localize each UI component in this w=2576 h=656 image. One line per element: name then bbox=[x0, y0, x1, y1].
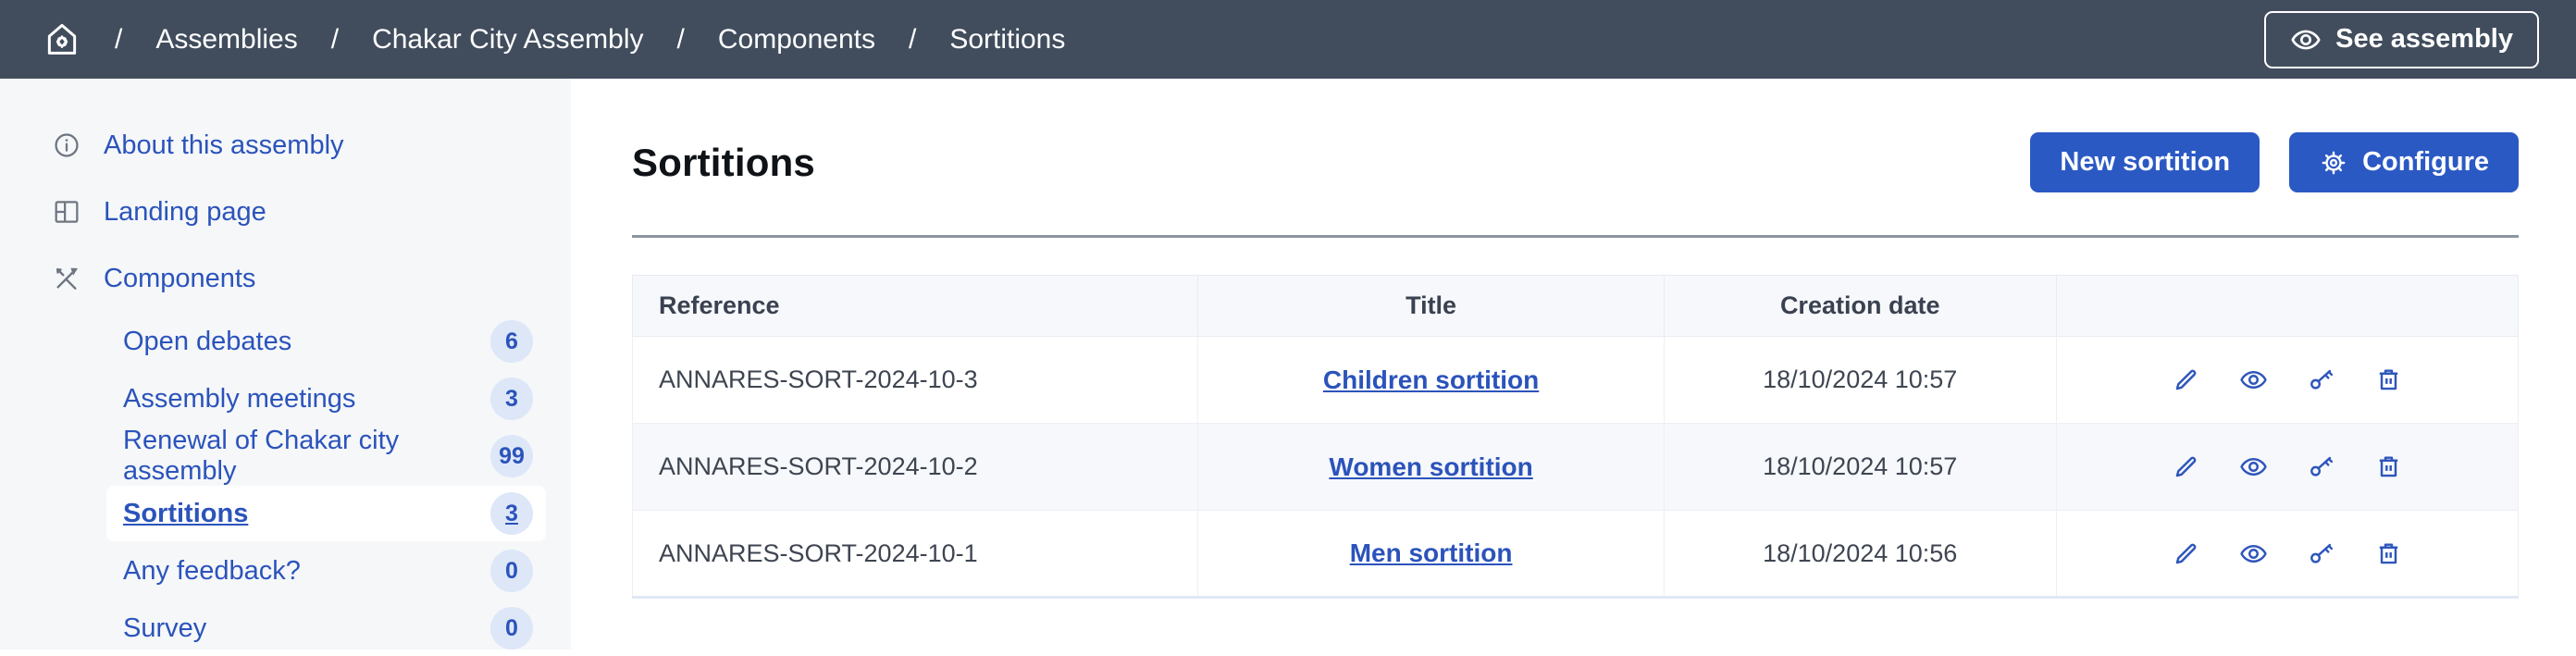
sidebar-item-label: About this assembly bbox=[104, 130, 344, 160]
column-header-creation-date: Creation date bbox=[1663, 275, 2057, 337]
reference-cell: ANNARES-SORT-2024-10-1 bbox=[631, 510, 1199, 598]
count-badge: 0 bbox=[490, 550, 533, 592]
reference-cell: ANNARES-SORT-2024-10-2 bbox=[631, 423, 1199, 511]
edit-pencil-icon[interactable] bbox=[2172, 365, 2200, 394]
breadcrumb-assemblies[interactable]: Assemblies bbox=[155, 23, 298, 55]
sortition-title-link[interactable]: Women sortition bbox=[1329, 452, 1533, 481]
permissions-key-icon[interactable] bbox=[2307, 365, 2335, 394]
delete-trash-icon[interactable] bbox=[2374, 452, 2403, 481]
gear-icon bbox=[2319, 148, 2348, 178]
sidebar-item-survey[interactable]: Survey 0 bbox=[106, 600, 546, 656]
see-assembly-label: See assembly bbox=[2335, 24, 2513, 54]
components-sub-list: Open debates 6 Assembly meetings 3 Renew… bbox=[0, 314, 571, 656]
sidebar-item-label: Open debates bbox=[123, 326, 292, 356]
sidebar-item-any-feedback[interactable]: Any feedback? 0 bbox=[106, 543, 546, 599]
sidebar-item-about-this-assembly[interactable]: About this assembly bbox=[0, 112, 571, 179]
permissions-key-icon[interactable] bbox=[2307, 452, 2335, 481]
sidebar-item-label: Components bbox=[104, 263, 256, 293]
preview-eye-icon[interactable] bbox=[2239, 452, 2268, 481]
column-header-actions bbox=[2055, 275, 2520, 337]
sidebar-item-components[interactable]: Components bbox=[0, 245, 571, 312]
sortition-title-link[interactable]: Children sortition bbox=[1322, 365, 1540, 394]
breadcrumb-separator: / bbox=[908, 23, 917, 55]
configure-button[interactable]: Configure bbox=[2289, 132, 2519, 192]
count-badge: 3 bbox=[490, 492, 533, 535]
delete-trash-icon[interactable] bbox=[2374, 365, 2403, 394]
permissions-key-icon[interactable] bbox=[2307, 539, 2335, 568]
reference-cell: ANNARES-SORT-2024-10-3 bbox=[631, 336, 1199, 424]
sidebar-item-landing-page[interactable]: Landing page bbox=[0, 179, 571, 245]
sidebar-item-renewal-of-chakar-city-assembly[interactable]: Renewal of Chakar city assembly 99 bbox=[106, 426, 546, 486]
sidebar-item-sortitions[interactable]: Sortitions 3 bbox=[106, 486, 546, 541]
table-row: ANNARES-SORT-2024-10-3 Children sortitio… bbox=[631, 336, 2520, 424]
breadcrumb-sortitions[interactable]: Sortitions bbox=[949, 23, 1066, 55]
sidebar-item-label: Survey bbox=[123, 613, 207, 643]
sortitions-table: Reference Title Creation date ANNARES-SO… bbox=[631, 275, 2520, 599]
sidebar-item-open-debates[interactable]: Open debates 6 bbox=[106, 314, 546, 369]
table-row: ANNARES-SORT-2024-10-2 Women sortition 1… bbox=[631, 423, 2520, 511]
breadcrumb-separator: / bbox=[676, 23, 685, 55]
edit-pencil-icon[interactable] bbox=[2172, 452, 2200, 481]
sidebar: About this assembly Landing page Compone… bbox=[0, 79, 571, 650]
creation-date-cell: 18/10/2024 10:57 bbox=[1663, 423, 2057, 511]
new-sortition-label: New sortition bbox=[2060, 147, 2231, 177]
breadcrumb-separator: / bbox=[115, 23, 123, 55]
edit-pencil-icon[interactable] bbox=[2172, 539, 2200, 568]
eye-icon bbox=[2290, 24, 2322, 56]
row-actions bbox=[2057, 452, 2518, 481]
breadcrumb: / Assemblies / Chakar City Assembly / Co… bbox=[43, 20, 1065, 59]
sortition-title-link[interactable]: Men sortition bbox=[1349, 538, 1513, 567]
column-header-reference: Reference bbox=[631, 275, 1199, 337]
creation-date-cell: 18/10/2024 10:57 bbox=[1663, 336, 2057, 424]
breadcrumb-chakar-city-assembly[interactable]: Chakar City Assembly bbox=[372, 23, 644, 55]
count-badge: 99 bbox=[490, 435, 533, 477]
main-content: Sortitions New sortition Configure bbox=[571, 79, 2576, 650]
main-header: Sortitions New sortition Configure bbox=[632, 132, 2519, 192]
sidebar-item-label: Assembly meetings bbox=[123, 383, 356, 414]
count-badge: 3 bbox=[490, 378, 533, 420]
new-sortition-button[interactable]: New sortition bbox=[2030, 132, 2260, 192]
content-shell: About this assembly Landing page Compone… bbox=[0, 79, 2576, 650]
column-header-title: Title bbox=[1197, 275, 1665, 337]
tools-icon bbox=[52, 264, 81, 293]
sidebar-item-assembly-meetings[interactable]: Assembly meetings 3 bbox=[106, 371, 546, 427]
table-header: Reference Title Creation date bbox=[631, 275, 2520, 337]
header-actions: New sortition Configure bbox=[2030, 132, 2519, 192]
see-assembly-button[interactable]: See assembly bbox=[2264, 10, 2539, 68]
sidebar-item-label: Sortitions bbox=[123, 498, 249, 528]
sidebar-item-label: Landing page bbox=[104, 196, 266, 227]
breadcrumb-separator: / bbox=[330, 23, 340, 55]
creation-date-cell: 18/10/2024 10:56 bbox=[1663, 510, 2057, 598]
page-title: Sortitions bbox=[632, 140, 815, 184]
count-badge: 6 bbox=[490, 320, 533, 363]
delete-trash-icon[interactable] bbox=[2374, 539, 2403, 568]
layout-icon bbox=[52, 197, 81, 227]
preview-eye-icon[interactable] bbox=[2239, 539, 2268, 568]
table-row: ANNARES-SORT-2024-10-1 Men sortition 18/… bbox=[631, 510, 2520, 598]
section-divider bbox=[632, 235, 2519, 238]
count-badge: 0 bbox=[490, 607, 533, 650]
row-actions bbox=[2057, 365, 2518, 394]
sidebar-item-label: Renewal of Chakar city assembly bbox=[123, 426, 400, 486]
info-icon bbox=[52, 130, 81, 160]
preview-eye-icon[interactable] bbox=[2239, 365, 2268, 394]
row-actions bbox=[2057, 539, 2518, 568]
breadcrumb-components[interactable]: Components bbox=[717, 23, 875, 55]
home-gear-icon[interactable] bbox=[43, 20, 81, 59]
sidebar-item-label: Any feedback? bbox=[123, 555, 301, 586]
topbar: / Assemblies / Chakar City Assembly / Co… bbox=[0, 0, 2576, 79]
configure-label: Configure bbox=[2362, 147, 2489, 177]
